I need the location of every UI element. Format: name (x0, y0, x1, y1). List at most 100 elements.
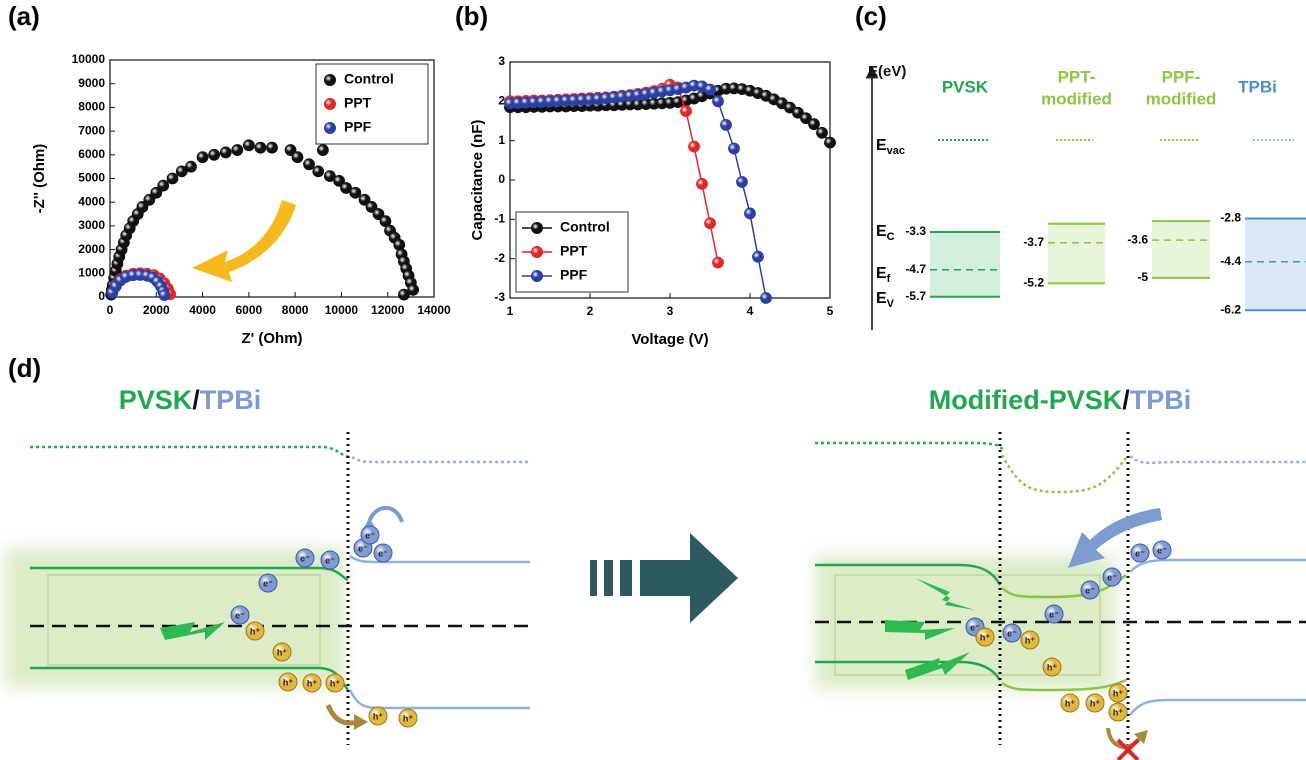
legend-marker (532, 223, 543, 234)
level-value: -3.7 (1023, 235, 1044, 249)
carrier-label: e⁻ (378, 548, 388, 558)
y-tick-label: 2000 (78, 242, 105, 256)
y-tick-label: 0 (498, 172, 505, 186)
data-point (817, 127, 828, 138)
label-main: E (876, 223, 887, 240)
carrier-label: h⁺ (277, 647, 287, 657)
legend-marker (532, 247, 543, 258)
x-tick-label: 14000 (417, 303, 451, 317)
carrier-label: e⁻ (235, 610, 245, 620)
x-axis-label: Voltage (V) (631, 331, 708, 348)
label-main: E (876, 137, 887, 154)
x-tick-label: 12000 (371, 303, 405, 317)
arrow-head (354, 714, 368, 730)
carrier-label: e⁻ (1135, 548, 1145, 558)
label-main: E (876, 290, 887, 307)
data-point (721, 119, 732, 130)
level-value: -5.2 (1023, 275, 1044, 289)
carrier-label: h⁺ (330, 678, 340, 688)
level-value: -4.7 (905, 262, 926, 276)
x-tick-label: 5 (827, 304, 834, 318)
band (1048, 224, 1105, 283)
x-tick-label: 2 (587, 304, 594, 318)
figure: (a)0200040006000800010000120001400001000… (0, 0, 1306, 760)
panel-label: (c) (855, 1, 887, 31)
arrow-bar (620, 560, 632, 596)
label-sub: V (887, 298, 895, 310)
legend-marker (325, 99, 336, 110)
arrow-body (640, 533, 738, 623)
column-header: PVSK (942, 77, 989, 96)
data-point (705, 84, 716, 95)
axis-label: E(eV) (868, 63, 906, 80)
legend-label: PPF (560, 267, 588, 283)
data-point (697, 178, 708, 189)
panel-label: (d) (8, 353, 41, 383)
legend-label: PPF (344, 119, 372, 135)
y-tick-label: 0 (98, 289, 105, 303)
arrow-bar (590, 560, 597, 596)
carrier-label: h⁺ (1047, 662, 1057, 672)
data-point (809, 119, 820, 130)
data-point (705, 218, 716, 229)
valence-band (350, 690, 530, 708)
carrier-label: h⁺ (283, 677, 293, 687)
valence-band (1130, 700, 1306, 715)
carrier-label: e⁻ (1007, 628, 1017, 638)
x-tick-label: 8000 (282, 303, 309, 317)
x-tick-label: 4000 (189, 303, 216, 317)
band-right (815, 432, 1306, 760)
arrow-bar (604, 560, 613, 596)
carrier-label: h⁺ (250, 626, 260, 636)
level-value: -3.6 (1127, 232, 1148, 246)
data-point (689, 141, 700, 152)
band (930, 232, 1000, 297)
carrier-label: e⁻ (325, 555, 335, 565)
transfer-arrow (328, 705, 358, 723)
column-header: PPF- (1162, 67, 1201, 86)
vacuum-level (30, 447, 350, 457)
x-tick-label: 4 (747, 304, 754, 318)
data-point (350, 187, 361, 198)
legend-label: Control (344, 71, 394, 87)
x-tick-label: 0 (107, 303, 114, 317)
carrier-label: e⁻ (1085, 585, 1095, 595)
level-value: -4.4 (1220, 254, 1241, 268)
data-point (232, 145, 243, 156)
carrier-label: h⁺ (373, 711, 383, 721)
y-axis-label: Capacitance (nF) (469, 120, 486, 241)
title-part: Modified-PVSK (929, 385, 1123, 415)
y-tick-label: 1000 (78, 265, 105, 279)
data-point (753, 251, 764, 262)
column-header: modified (1041, 89, 1112, 108)
x-tick-label: 6000 (236, 303, 263, 317)
data-point (398, 289, 409, 300)
label-sub: vac (887, 145, 905, 157)
arrow (192, 200, 296, 282)
carrier-label: h⁺ (1025, 635, 1035, 645)
band (1245, 219, 1306, 311)
x-axis-label: Z' (Ohm) (241, 330, 302, 347)
y-tick-label: 9000 (78, 76, 105, 90)
data-point (220, 147, 231, 158)
column-header: PPT- (1058, 67, 1096, 86)
y-tick-label: 3 (498, 54, 505, 68)
data-point (167, 173, 178, 184)
data-point (317, 145, 328, 156)
data-point (745, 208, 756, 219)
level-label: Ef (876, 265, 891, 285)
data-point (197, 152, 208, 163)
data-point (713, 96, 724, 107)
y-tick-label: 5000 (78, 171, 105, 185)
data-point (267, 142, 278, 153)
carrier-label: e⁻ (1049, 609, 1059, 619)
data-point (713, 257, 724, 268)
carrier-label: e⁻ (263, 578, 273, 588)
blocked-mark (1118, 740, 1138, 760)
level-label: EC (876, 223, 895, 243)
level-label: Evac (876, 137, 905, 157)
data-point (737, 176, 748, 187)
level-value: -5 (1137, 270, 1148, 284)
legend-label: PPT (344, 95, 372, 111)
vacuum-level (1002, 455, 1126, 492)
